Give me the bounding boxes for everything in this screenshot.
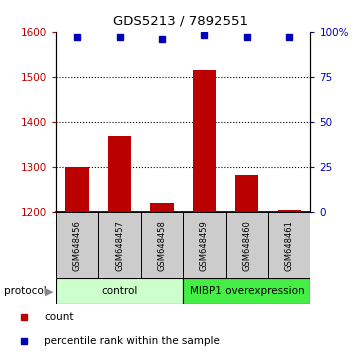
- Text: MIBP1 overexpression: MIBP1 overexpression: [190, 286, 304, 296]
- Bar: [268, 212, 310, 278]
- Bar: [183, 278, 310, 304]
- Bar: [183, 212, 226, 278]
- Bar: [150, 203, 174, 212]
- Text: ▶: ▶: [44, 286, 53, 296]
- Text: GSM648461: GSM648461: [285, 220, 294, 270]
- Text: GDS5213 / 7892551: GDS5213 / 7892551: [113, 14, 248, 27]
- Bar: [56, 278, 183, 304]
- Text: GSM648460: GSM648460: [242, 220, 251, 270]
- Bar: [65, 167, 89, 212]
- Bar: [141, 212, 183, 278]
- Bar: [193, 70, 216, 212]
- Text: GSM648459: GSM648459: [200, 220, 209, 270]
- Bar: [108, 136, 131, 212]
- Bar: [56, 212, 98, 278]
- Text: GSM648458: GSM648458: [157, 220, 166, 270]
- Text: GSM648457: GSM648457: [115, 220, 124, 270]
- Bar: [98, 212, 141, 278]
- Text: count: count: [44, 312, 74, 322]
- Bar: [226, 212, 268, 278]
- Text: control: control: [101, 286, 138, 296]
- Text: GSM648456: GSM648456: [73, 220, 82, 270]
- Bar: [278, 210, 301, 212]
- Bar: [235, 175, 258, 212]
- Text: protocol: protocol: [4, 286, 46, 296]
- Text: percentile rank within the sample: percentile rank within the sample: [44, 336, 220, 346]
